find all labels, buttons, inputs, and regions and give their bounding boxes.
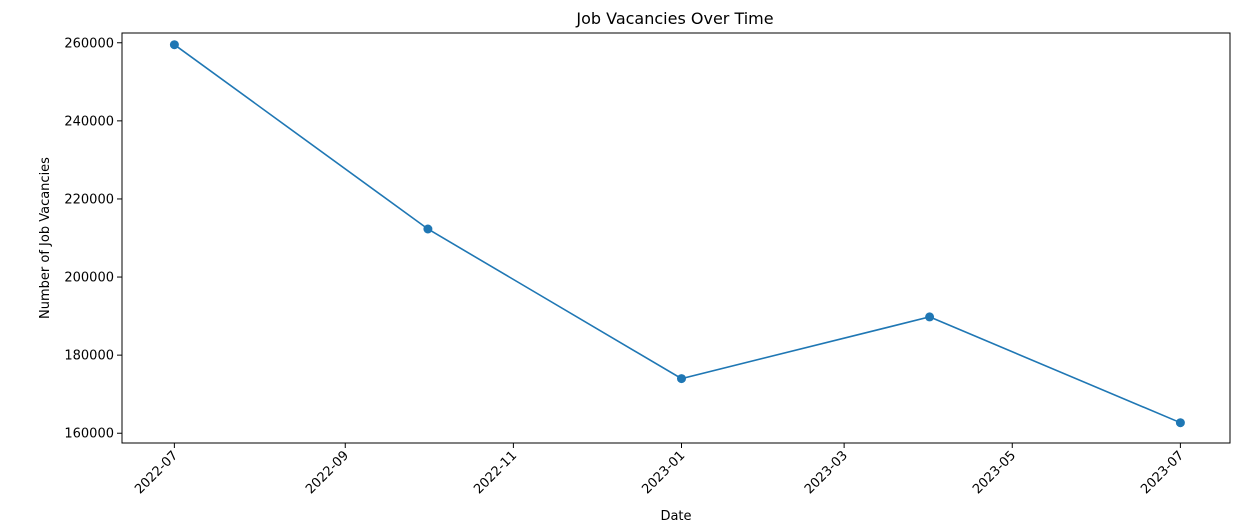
data-point: [423, 224, 433, 234]
x-tick-label: 2023-07: [1138, 448, 1187, 497]
plot-frame: [121, 32, 1231, 444]
x-tick-label: 2023-01: [639, 448, 688, 497]
y-axis-label: Number of Job Vacancies: [38, 157, 53, 319]
data-point: [1175, 418, 1185, 428]
plot-area: 160000 180000 200000 220000 240000 260000 2022…: [64, 32, 1231, 497]
chart-title: Job Vacancies Over Time: [575, 9, 773, 28]
x-tick-label: 2023-03: [802, 448, 851, 497]
x-tick-label: 2022-07: [132, 448, 181, 497]
y-tick-label: 180000: [64, 349, 114, 364]
y-tick-label: 200000: [64, 271, 114, 286]
data-point: [925, 312, 935, 322]
data-point: [677, 374, 686, 384]
data-point: [169, 40, 179, 50]
y-tick-label: 220000: [64, 192, 114, 207]
y-tick-label: 240000: [64, 114, 114, 129]
y-tick-label: 160000: [64, 427, 114, 442]
x-tick-label: 2023-05: [970, 448, 1019, 497]
y-tick-label: 260000: [64, 36, 114, 51]
x-tick-label: 2022-09: [303, 448, 352, 497]
x-tick-label: 2022-11: [471, 448, 520, 497]
x-axis-label: Date: [660, 509, 691, 524]
series-line: [173, 44, 1181, 424]
